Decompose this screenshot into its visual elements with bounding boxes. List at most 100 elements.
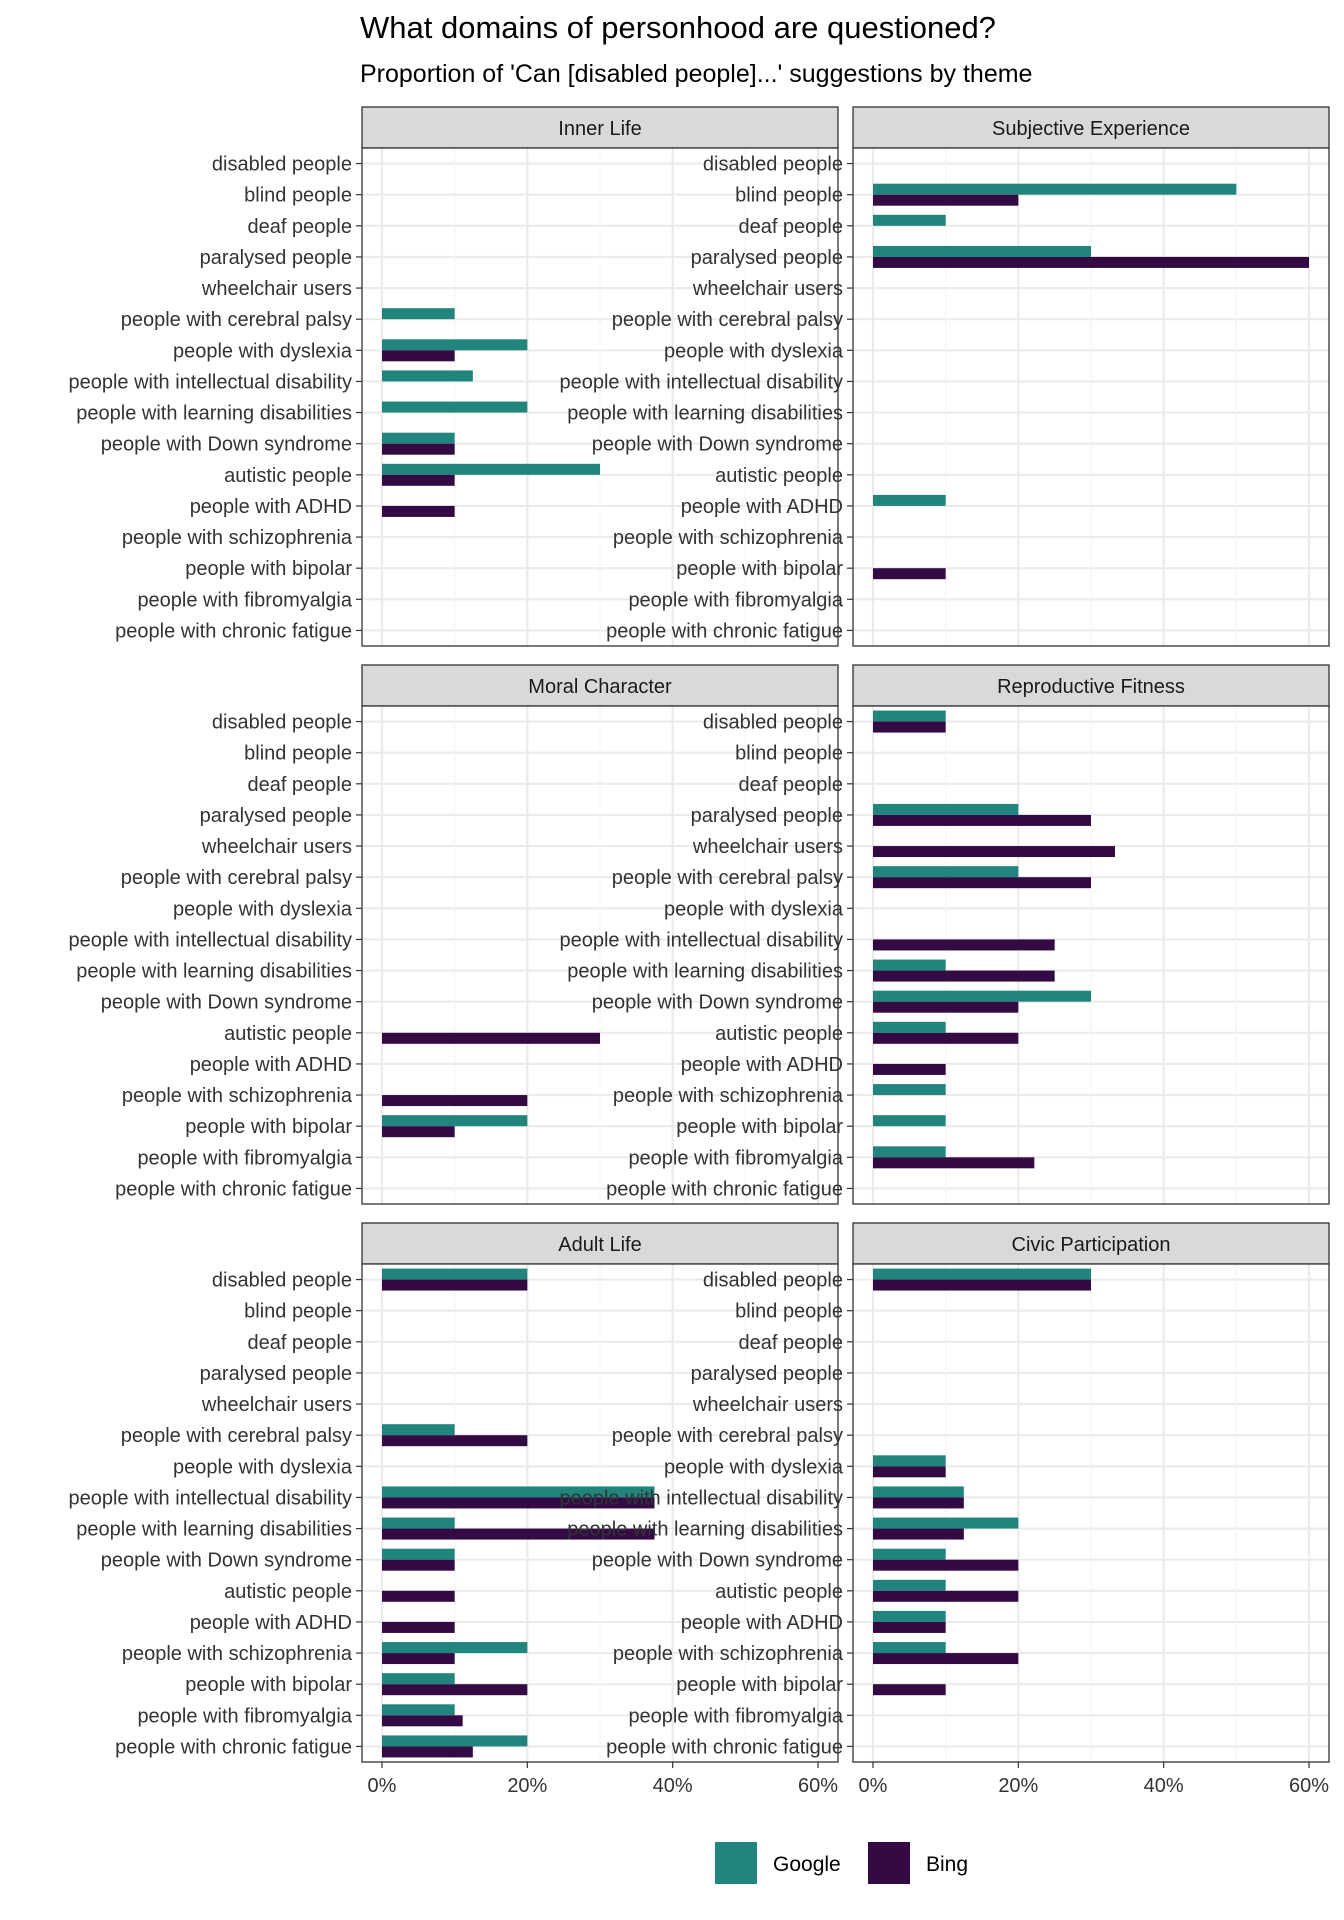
legend-item-google: Google [715,1842,841,1884]
category-label: disabled people [703,154,843,176]
category-label: people with fibromyalgia [137,1147,352,1169]
bar-google-people-with-bipolar [382,1115,528,1127]
category-label: deaf people [247,216,352,238]
category-label: wheelchair users [692,836,843,858]
category-label: people with cerebral palsy [612,1425,843,1447]
bar-google-people-with-adhd [873,494,946,506]
bar-google-autistic-people [873,1579,946,1591]
panel-border [361,1263,839,1763]
category-label: people with chronic fatigue [115,1178,352,1200]
bar-google-people-with-intellectual-disability [382,1486,655,1498]
category-label: blind people [244,185,352,207]
panel-strip [852,664,1330,707]
bar-bing-people-with-schizophrenia [382,1653,455,1665]
x-tick-label: 0% [368,1775,397,1797]
category-label: autistic people [224,1023,352,1045]
category-label: autistic people [715,465,843,487]
category-label: people with schizophrenia [122,1643,353,1665]
category-label: paralysed people [691,1363,843,1385]
bar-google-paralysed-people [873,245,1091,257]
category-label: people with intellectual disability [69,371,353,393]
panels: Inner Life disabled people blind people dea… [69,106,1330,1797]
bar-google-disabled-people [382,1268,528,1280]
panel-border [852,1263,1330,1763]
category-label: blind people [244,1301,352,1323]
category-label: people with bipolar [676,1116,843,1138]
category-label: people with schizophrenia [122,527,353,549]
panel-strip [361,664,839,707]
bar-bing-wheelchair-users [873,846,1115,858]
bar-bing-people-with-down-syndrome [382,1559,455,1571]
bar-google-disabled-people [873,1268,1091,1280]
bar-bing-paralysed-people [873,814,1091,826]
bar-google-people-with-down-syndrome [873,990,1091,1002]
category-label: people with fibromyalgia [628,1147,843,1169]
category-label: people with cerebral palsy [612,867,843,889]
category-label: people with ADHD [190,1612,352,1634]
category-label: people with ADHD [190,1054,352,1076]
bar-bing-people-with-bipolar [873,568,946,580]
bar-google-people-with-schizophrenia [873,1084,946,1096]
bar-google-people-with-dyslexia [873,1455,946,1467]
bar-google-deaf-people [873,214,946,226]
panel-civic-participation: Civic Participation disabled people blind … [560,1222,1330,1797]
panel-strip [361,106,839,149]
bar-bing-people-with-bipolar [873,1684,946,1696]
category-label: disabled people [212,712,352,734]
bar-bing-people-with-bipolar [382,1126,455,1138]
category-label: people with chronic fatigue [606,1178,843,1200]
bar-bing-people-with-learning-disabilities [873,1528,964,1540]
panel-strip [361,1222,839,1265]
bar-bing-autistic-people [873,1032,1019,1044]
x-tick-label: 20% [998,1775,1038,1797]
category-label: people with dyslexia [664,1456,844,1478]
category-label: disabled people [212,1270,352,1292]
bar-google-people-with-learning-disabilities [382,1517,455,1529]
x-tick-label: 20% [507,1775,547,1797]
category-label: blind people [735,743,843,765]
category-label: disabled people [703,1270,843,1292]
panel-border [361,147,839,647]
bar-bing-autistic-people [382,1032,600,1044]
legend: Google Bing [715,1842,968,1884]
category-label: people with dyslexia [173,1456,353,1478]
bar-google-autistic-people [382,463,600,475]
chart-subtitle: Proportion of 'Can [disabled people]...'… [360,60,1032,88]
category-label: people with bipolar [185,1674,352,1696]
category-label: paralysed people [691,805,843,827]
bar-bing-people-with-down-syndrome [873,1001,1019,1013]
panel-reproductive-fitness: Reproductive Fitness disabled people blind… [560,664,1330,1205]
bar-google-people-with-down-syndrome [873,1548,946,1560]
category-label: disabled people [212,154,352,176]
category-label: people with dyslexia [664,340,844,362]
category-label: wheelchair users [692,278,843,300]
x-tick-label: 0% [859,1775,888,1797]
category-label: people with learning disabilities [567,403,843,425]
bar-bing-people-with-adhd [873,1063,946,1075]
category-label: autistic people [715,1023,843,1045]
category-label: people with learning disabilities [76,961,352,983]
category-label: wheelchair users [692,1394,843,1416]
bar-bing-people-with-adhd [382,1621,455,1633]
bar-bing-people-with-bipolar [382,1684,528,1696]
bar-bing-disabled-people [873,1279,1091,1291]
panel-title: Civic Participation [1012,1234,1171,1256]
bar-google-people-with-adhd [873,1610,946,1622]
x-tick-label: 40% [1144,1775,1184,1797]
x-tick-label: 60% [798,1775,838,1797]
bar-bing-autistic-people [382,474,455,486]
bar-bing-people-with-schizophrenia [382,1095,528,1107]
panel-adult-life: Adult Life disabled people blind people dea… [69,1222,839,1797]
category-label: paralysed people [200,247,352,269]
category-label: wheelchair users [201,278,352,300]
category-label: people with Down syndrome [101,992,352,1014]
bar-bing-people-with-dyslexia [382,350,455,362]
bar-google-people-with-dyslexia [382,339,528,351]
bar-bing-people-with-down-syndrome [873,1559,1019,1571]
category-label: people with Down syndrome [592,1550,843,1572]
panel-border [361,705,839,1205]
category-label: people with bipolar [185,1116,352,1138]
bar-bing-disabled-people [382,1279,528,1291]
category-label: people with bipolar [185,558,352,580]
bar-bing-people-with-down-syndrome [382,443,455,455]
